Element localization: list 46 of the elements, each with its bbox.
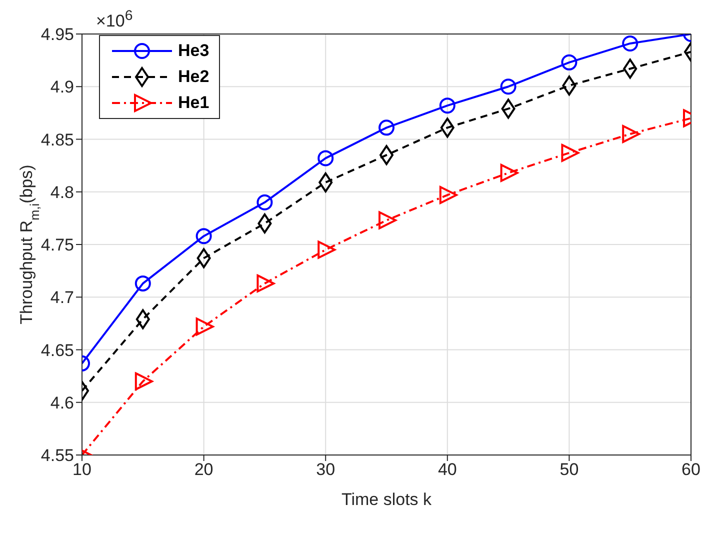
point [378, 120, 394, 136]
point [134, 275, 151, 292]
x-tick-label: 60 [682, 460, 700, 480]
point [500, 164, 518, 182]
point [318, 150, 334, 166]
point [622, 124, 640, 143]
point [258, 213, 272, 234]
point [561, 54, 578, 70]
y-tick-label: 4.9 [50, 78, 74, 97]
point [440, 118, 454, 138]
y-tick-label: 4.6 [50, 393, 74, 412]
x-tick-label: 50 [560, 460, 579, 480]
point [439, 98, 456, 114]
legend-label: He2 [178, 67, 210, 87]
point [439, 186, 458, 204]
point [134, 372, 153, 390]
point [501, 98, 516, 119]
y-tick-label: 4.75 [40, 236, 74, 255]
point [623, 58, 638, 79]
y-tick-label: 4.85 [40, 130, 74, 150]
point [378, 211, 396, 230]
point [196, 318, 214, 336]
x-tick-label: 40 [438, 460, 457, 480]
x-tick-label: 30 [316, 460, 336, 480]
y-tick-label: 4.55 [40, 446, 74, 466]
legend-label: He1 [178, 93, 210, 113]
y-tick-label: 4.8 [50, 182, 74, 202]
point [561, 144, 580, 162]
point [318, 172, 333, 192]
y-tick-label: 4.65 [40, 340, 74, 360]
x-tick-label: 20 [194, 460, 214, 480]
point [562, 76, 576, 96]
x-tick-label: 10 [72, 460, 92, 480]
point [196, 228, 212, 244]
x-axis-title: Time slots k [341, 490, 432, 509]
text: ×10$^{6}$ [96, 8, 133, 32]
y-tick-label: 4.95 [40, 25, 74, 44]
point [256, 274, 275, 292]
point [622, 35, 638, 52]
point [196, 248, 211, 268]
legend-label: He3 [178, 41, 210, 61]
point [318, 240, 336, 259]
point [500, 78, 516, 95]
point [136, 309, 150, 330]
y-tick-label: 4.7 [50, 288, 74, 308]
point [256, 194, 273, 210]
